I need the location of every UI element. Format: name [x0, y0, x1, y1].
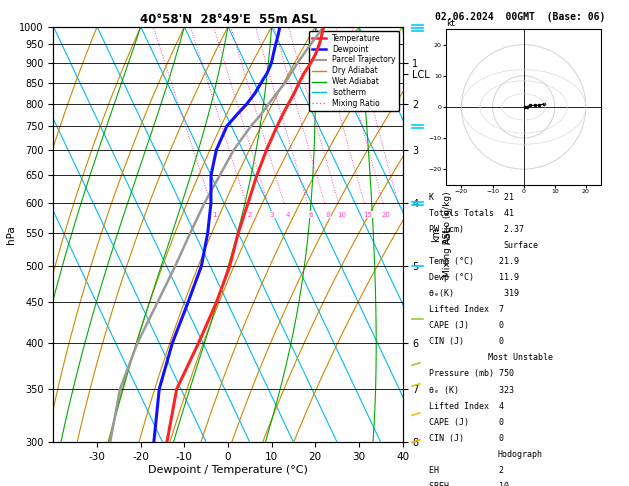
Text: Mixing Ratio (g/kg): Mixing Ratio (g/kg): [443, 191, 452, 278]
Text: Dewp (°C)     11.9: Dewp (°C) 11.9: [430, 273, 520, 282]
Text: 1: 1: [213, 212, 217, 218]
Legend: Temperature, Dewpoint, Parcel Trajectory, Dry Adiabat, Wet Adiabat, Isotherm, Mi: Temperature, Dewpoint, Parcel Trajectory…: [309, 31, 399, 111]
Text: 2: 2: [248, 212, 252, 218]
Text: 02.06.2024  00GMT  (Base: 06): 02.06.2024 00GMT (Base: 06): [435, 12, 606, 22]
Y-axis label: km
ASL: km ASL: [431, 226, 453, 243]
Text: CAPE (J)      0: CAPE (J) 0: [430, 321, 504, 330]
Text: 3: 3: [269, 212, 274, 218]
X-axis label: Dewpoint / Temperature (°C): Dewpoint / Temperature (°C): [148, 465, 308, 475]
Text: Surface: Surface: [503, 241, 538, 250]
Text: 6: 6: [309, 212, 313, 218]
Text: 15: 15: [363, 212, 372, 218]
Text: Most Unstable: Most Unstable: [488, 353, 553, 363]
Text: kt: kt: [446, 19, 455, 28]
Text: Hodograph: Hodograph: [498, 450, 543, 459]
Text: CAPE (J)      0: CAPE (J) 0: [430, 417, 504, 427]
Text: EH            2: EH 2: [430, 466, 504, 475]
Text: Totals Totals  41: Totals Totals 41: [430, 209, 515, 218]
Text: 20: 20: [382, 212, 391, 218]
Text: PW (cm)        2.37: PW (cm) 2.37: [430, 225, 525, 234]
Text: K              21: K 21: [430, 193, 515, 202]
Text: θₑ(K)          319: θₑ(K) 319: [430, 289, 520, 298]
Title: 40°58'N  28°49'E  55m ASL: 40°58'N 28°49'E 55m ASL: [140, 13, 316, 26]
Text: Pressure (mb) 750: Pressure (mb) 750: [430, 369, 515, 379]
Text: CIN (J)       0: CIN (J) 0: [430, 337, 504, 347]
Text: θₑ (K)        323: θₑ (K) 323: [430, 385, 515, 395]
Y-axis label: hPa: hPa: [6, 225, 16, 244]
Text: CIN (J)       0: CIN (J) 0: [430, 434, 504, 443]
Text: Lifted Index  7: Lifted Index 7: [430, 305, 504, 314]
Text: 10: 10: [337, 212, 347, 218]
Text: 4: 4: [286, 212, 290, 218]
Text: Lifted Index  4: Lifted Index 4: [430, 401, 504, 411]
Text: 8: 8: [326, 212, 330, 218]
Text: Temp (°C)     21.9: Temp (°C) 21.9: [430, 257, 520, 266]
Text: SREH          10: SREH 10: [430, 482, 509, 486]
